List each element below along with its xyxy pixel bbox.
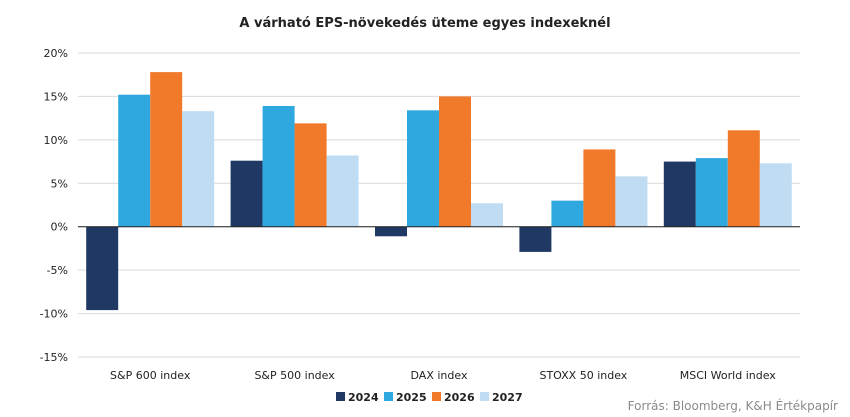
bar-2025 <box>407 110 439 227</box>
category-label: DAX index <box>411 369 468 382</box>
legend-swatch-2024 <box>336 392 345 401</box>
legend-swatch-2027 <box>480 392 489 401</box>
category-labels: S&P 600 index S&P 500 index DAX index STOXX… <box>110 369 776 382</box>
bar-2027 <box>471 203 503 227</box>
bar-2024 <box>375 226 407 237</box>
bar-2027 <box>326 155 359 227</box>
bar-2026 <box>583 149 616 227</box>
bar-2025 <box>551 200 584 227</box>
bar-2025 <box>262 105 295 227</box>
bars <box>86 72 792 311</box>
bar-2024 <box>86 226 119 311</box>
legend-label: 2027 <box>492 391 523 404</box>
y-tick-label: -5% <box>47 264 68 277</box>
legend-label: 2026 <box>444 391 475 404</box>
source-note: Forrás: Bloomberg, K&H Értékpapír <box>628 398 838 413</box>
bar-2024 <box>519 226 552 252</box>
bar-2027 <box>182 111 215 227</box>
y-tick-label: 0% <box>51 221 68 234</box>
chart-title: A várható EPS-növekedés üteme egyes inde… <box>239 16 610 31</box>
bar-2026 <box>150 72 183 227</box>
category-label: S&P 500 index <box>254 369 335 382</box>
bar-2027 <box>615 176 648 227</box>
y-tick-label: 20% <box>44 47 68 60</box>
bar-2025 <box>695 158 728 227</box>
bar-2026 <box>727 130 760 227</box>
bar-2024 <box>230 160 263 227</box>
y-tick-label: 5% <box>51 177 68 190</box>
legend-label: 2024 <box>348 391 379 404</box>
category-label: MSCI World index <box>680 369 776 382</box>
y-tick-label: -10% <box>40 308 68 321</box>
legend: 2024 2025 2026 2027 <box>336 391 523 404</box>
legend-label: 2025 <box>396 391 427 404</box>
category-label: S&P 600 index <box>110 369 191 382</box>
bar-2024 <box>663 161 696 227</box>
bar-2025 <box>118 94 151 227</box>
y-axis-ticks: 20% 15% 10% 5% 0% -5% -10% -15% <box>40 47 68 364</box>
y-tick-label: 15% <box>44 90 68 103</box>
y-tick-label: 10% <box>44 134 68 147</box>
bar-2027 <box>759 163 792 227</box>
y-tick-label: -15% <box>40 351 68 364</box>
bar-2026 <box>294 123 327 227</box>
bar-2026 <box>439 96 471 227</box>
legend-swatch-2026 <box>432 392 441 401</box>
legend-swatch-2025 <box>384 392 393 401</box>
category-label: STOXX 50 index <box>539 369 627 382</box>
